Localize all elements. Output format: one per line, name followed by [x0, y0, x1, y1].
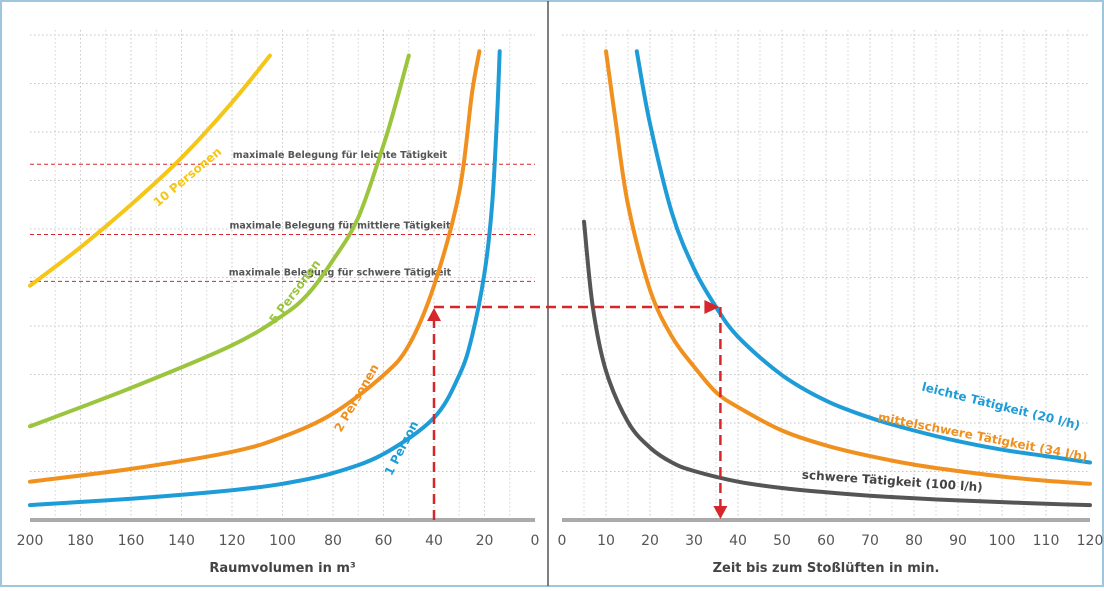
x-tick-label: 100: [269, 533, 296, 549]
x-tick-label: 120: [1077, 533, 1104, 549]
series-line-schwere-t-tigkeit-100-l-h-: [582, 219, 1092, 508]
example-arrowhead-right: [704, 299, 720, 314]
series-line-leichte-t-tigkeit-20-l-h-: [634, 49, 1092, 465]
x-tick-label: 140: [168, 533, 195, 549]
x-axis-label: Zeit bis zum Stoßlüften in min.: [713, 561, 940, 576]
x-tick-label: 0: [531, 533, 540, 549]
x-tick-label: 120: [219, 533, 246, 549]
x-tick-label: 40: [729, 533, 747, 549]
x-tick-label: 50: [773, 533, 791, 549]
x-tick-label: 110: [1033, 533, 1060, 549]
x-tick-label: 30: [685, 533, 703, 549]
x-tick-label: 80: [905, 533, 923, 549]
x-tick-label: 40: [425, 533, 443, 549]
reference-line-label: maximale Belegung für leichte Tätigkeit: [233, 150, 448, 161]
x-tick-label: 60: [375, 533, 393, 549]
reference-line-label: maximale Belegung für mittlere Tätigkeit: [229, 221, 451, 232]
x-tick-label: 0: [558, 533, 567, 549]
reference-line-label: maximale Belegung für schwere Tätigkeit: [229, 267, 452, 278]
series-line-5-personen: [28, 53, 411, 429]
x-tick-label: 200: [17, 533, 44, 549]
x-tick-label: 80: [324, 533, 342, 549]
x-tick-label: 20: [476, 533, 494, 549]
x-tick-label: 180: [67, 533, 94, 549]
x-tick-label: 70: [861, 533, 879, 549]
x-axis-label: Raumvolumen in m³: [209, 561, 355, 576]
series-label: 1 Person: [382, 419, 421, 478]
example-arrowhead-down: [713, 506, 728, 519]
x-tick-label: 100: [989, 533, 1016, 549]
series-line-10-personen: [28, 53, 272, 288]
x-tick-label: 160: [118, 533, 145, 549]
x-tick-label: 20: [641, 533, 659, 549]
series-line-2-personen: [28, 49, 482, 484]
x-tick-label: 90: [949, 533, 967, 549]
x-tick-label: 60: [817, 533, 835, 549]
series-line-mittelschwere-t-tigkeit-34-l-h-: [604, 49, 1092, 486]
example-arrowhead-up: [427, 307, 441, 321]
x-tick-label: 10: [597, 533, 615, 549]
